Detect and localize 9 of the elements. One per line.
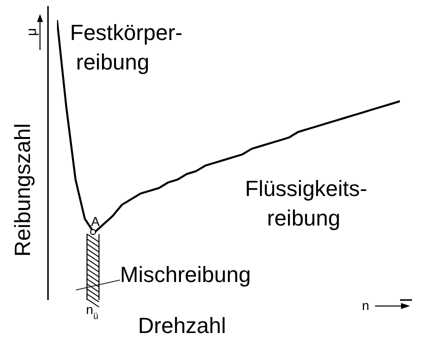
annotation: A (91, 214, 100, 229)
text: μ (23, 28, 39, 36)
annotation: n (362, 298, 370, 313)
annotation: Flüssigkeits- reibung (245, 176, 368, 231)
annotation: Mischreibung (120, 262, 251, 287)
annotation: Festkörper- reibung (70, 20, 182, 75)
y-axis-title: Reibungszahl (10, 123, 35, 257)
x-axis-title: Drehzahl (138, 313, 226, 338)
text: n$_{ü}$ (86, 302, 98, 321)
